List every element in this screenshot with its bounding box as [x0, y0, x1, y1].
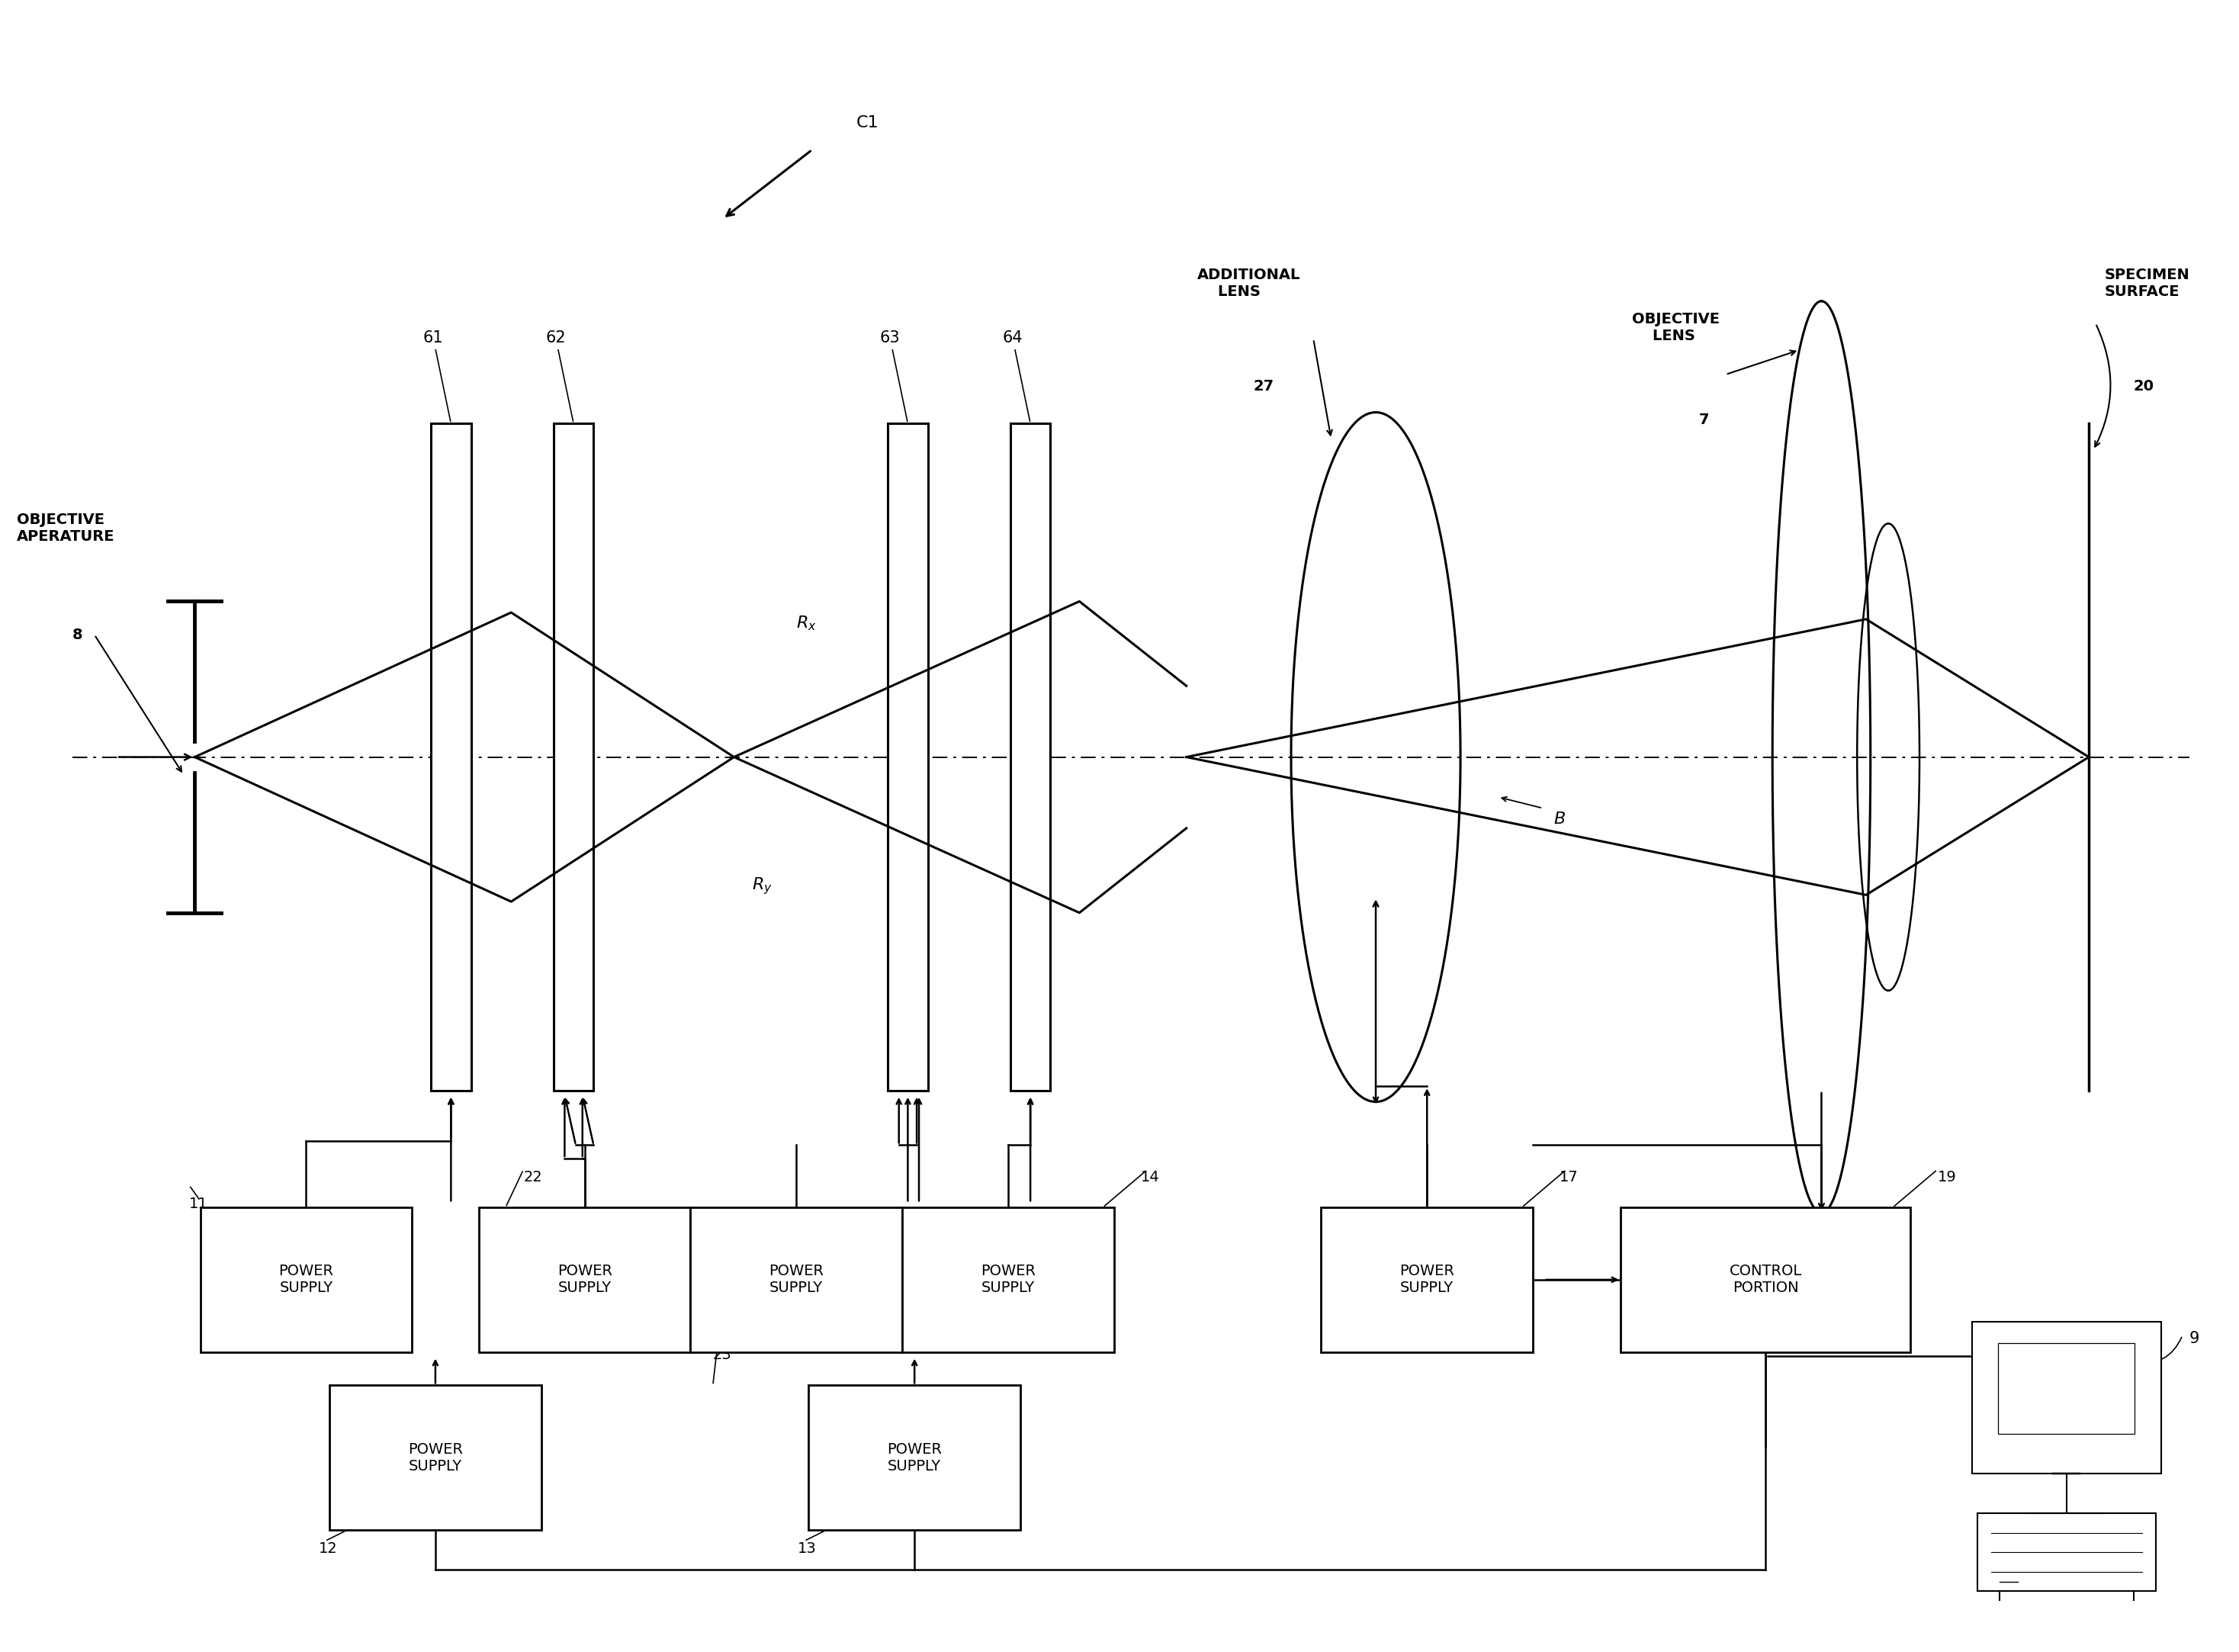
Text: 20: 20 [2134, 378, 2154, 393]
Text: SPECIMEN
SURFACE: SPECIMEN SURFACE [2105, 268, 2190, 299]
Text: 8: 8 [72, 628, 83, 643]
Bar [199, 1208, 412, 1351]
Text: 62: 62 [546, 330, 573, 421]
Text: 9: 9 [2190, 1332, 2199, 1346]
Bar [1321, 1208, 1534, 1351]
Text: OBJECTIVE
    LENS: OBJECTIVE LENS [1632, 312, 1720, 344]
Bar [479, 1208, 690, 1351]
Text: $R_x$: $R_x$ [797, 615, 817, 633]
Bar [329, 1386, 542, 1530]
Text: POWER
SUPPLY: POWER SUPPLY [981, 1264, 1034, 1295]
Text: POWER
SUPPLY: POWER SUPPLY [768, 1264, 824, 1295]
Bar [1973, 1322, 2161, 1474]
Text: B: B [1554, 811, 1565, 828]
Text: 14: 14 [1140, 1170, 1160, 1184]
Text: ADDITIONAL
    LENS: ADDITIONAL LENS [1198, 268, 1301, 299]
Text: POWER
SUPPLY: POWER SUPPLY [407, 1442, 463, 1474]
Text: $R_y$: $R_y$ [752, 876, 772, 897]
Bar [553, 423, 593, 1090]
Text: C1: C1 [858, 116, 880, 131]
Bar [1977, 1513, 2156, 1591]
Bar [690, 1208, 902, 1351]
Bar [902, 1208, 1115, 1351]
Text: POWER
SUPPLY: POWER SUPPLY [278, 1264, 334, 1295]
Bar [1010, 423, 1050, 1090]
Text: 19: 19 [1937, 1170, 1957, 1184]
Bar [1999, 1343, 2134, 1434]
Text: 11: 11 [188, 1196, 208, 1211]
Text: 13: 13 [797, 1541, 817, 1556]
Text: 17: 17 [1561, 1170, 1578, 1184]
Text: POWER
SUPPLY: POWER SUPPLY [1399, 1264, 1455, 1295]
Bar [808, 1386, 1021, 1530]
Text: OBJECTIVE
APERATURE: OBJECTIVE APERATURE [16, 512, 114, 544]
Text: POWER
SUPPLY: POWER SUPPLY [558, 1264, 611, 1295]
Text: 7: 7 [1699, 413, 1708, 426]
Text: CONTROL
PORTION: CONTROL PORTION [1729, 1264, 1802, 1295]
Text: POWER
SUPPLY: POWER SUPPLY [887, 1442, 943, 1474]
Bar [430, 423, 470, 1090]
Text: 23: 23 [712, 1348, 732, 1361]
Text: 61: 61 [423, 330, 450, 421]
Bar [1621, 1208, 1910, 1351]
Text: 22: 22 [524, 1170, 542, 1184]
Bar [887, 423, 927, 1090]
Text: 64: 64 [1003, 330, 1030, 421]
Text: 12: 12 [318, 1541, 338, 1556]
Text: 63: 63 [880, 330, 907, 421]
Text: 27: 27 [1254, 378, 1274, 393]
